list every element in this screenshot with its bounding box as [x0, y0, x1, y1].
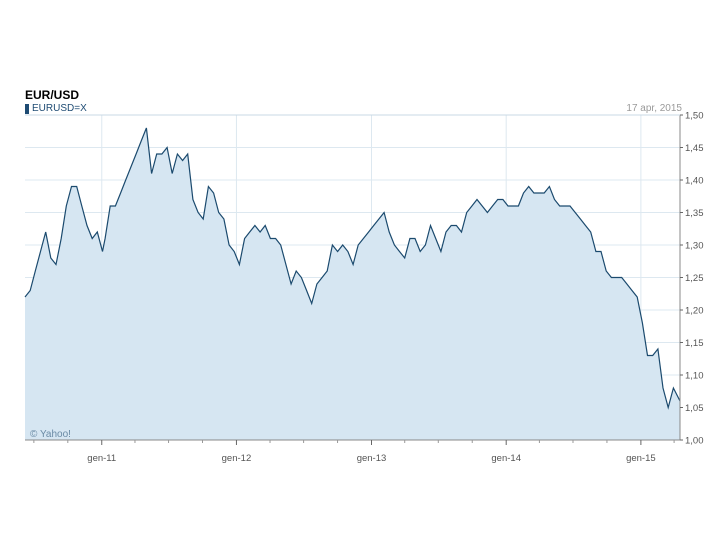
y-axis: 1,50 1,45 1,40 1,35 1,30 1,25 1,20 1,15 1,10 1,05…	[680, 111, 704, 447]
area-fill	[25, 128, 680, 440]
y-tick-label: 1,45	[685, 143, 704, 154]
y-tick-label: 1,05	[685, 403, 704, 414]
y-tick-label: 1,35	[685, 208, 704, 219]
y-tick-label: 1,00	[685, 436, 704, 447]
x-tick-label: gen-13	[357, 453, 387, 464]
y-tick-label: 1,50	[685, 111, 704, 122]
x-axis: gen-11 gen-12 gen-13 gen-14 gen-15	[33, 440, 675, 464]
x-tick-label: gen-15	[626, 453, 656, 464]
legend-swatch	[25, 103, 29, 114]
y-tick-label: 1,25	[685, 273, 704, 284]
y-tick-label: 1,15	[685, 338, 704, 349]
x-tick-label: gen-12	[222, 453, 252, 464]
x-tick-label: gen-11	[87, 453, 116, 464]
y-tick-label: 1,30	[685, 241, 704, 252]
y-tick-label: 1,40	[685, 176, 704, 187]
date-label: 17 apr, 2015	[626, 103, 682, 114]
y-tick-label: 1,10	[685, 371, 704, 382]
x-tick-label: gen-14	[491, 453, 521, 464]
series-line-eurusd	[24, 127, 681, 410]
watermark: © Yahoo!	[30, 429, 71, 440]
legend: EURUSD=X	[25, 103, 87, 114]
y-tick-label: 1,20	[685, 306, 704, 317]
legend-symbol: EURUSD=X	[32, 103, 87, 114]
chart-title: EUR/USD	[25, 88, 80, 102]
